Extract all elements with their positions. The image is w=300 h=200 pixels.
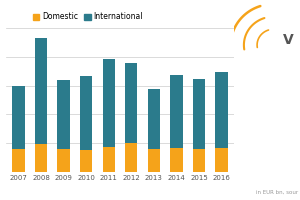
Bar: [103, 59, 115, 147]
Bar: [170, 148, 183, 172]
Bar: [57, 149, 70, 172]
Legend: Domestic, International: Domestic, International: [33, 12, 142, 21]
Text: V: V: [283, 33, 293, 47]
Bar: [35, 38, 47, 144]
Bar: [125, 63, 137, 143]
Bar: [215, 72, 228, 148]
Text: in EUR bn, sour: in EUR bn, sour: [256, 189, 298, 194]
Bar: [215, 148, 228, 172]
Bar: [193, 79, 205, 149]
Bar: [12, 86, 25, 149]
Bar: [103, 147, 115, 172]
Bar: [125, 143, 137, 172]
Bar: [80, 150, 92, 172]
Bar: [35, 144, 47, 172]
Bar: [148, 149, 160, 172]
Bar: [170, 75, 183, 148]
Bar: [57, 80, 70, 149]
Bar: [193, 149, 205, 172]
Bar: [12, 149, 25, 172]
Bar: [148, 89, 160, 149]
Bar: [80, 76, 92, 150]
